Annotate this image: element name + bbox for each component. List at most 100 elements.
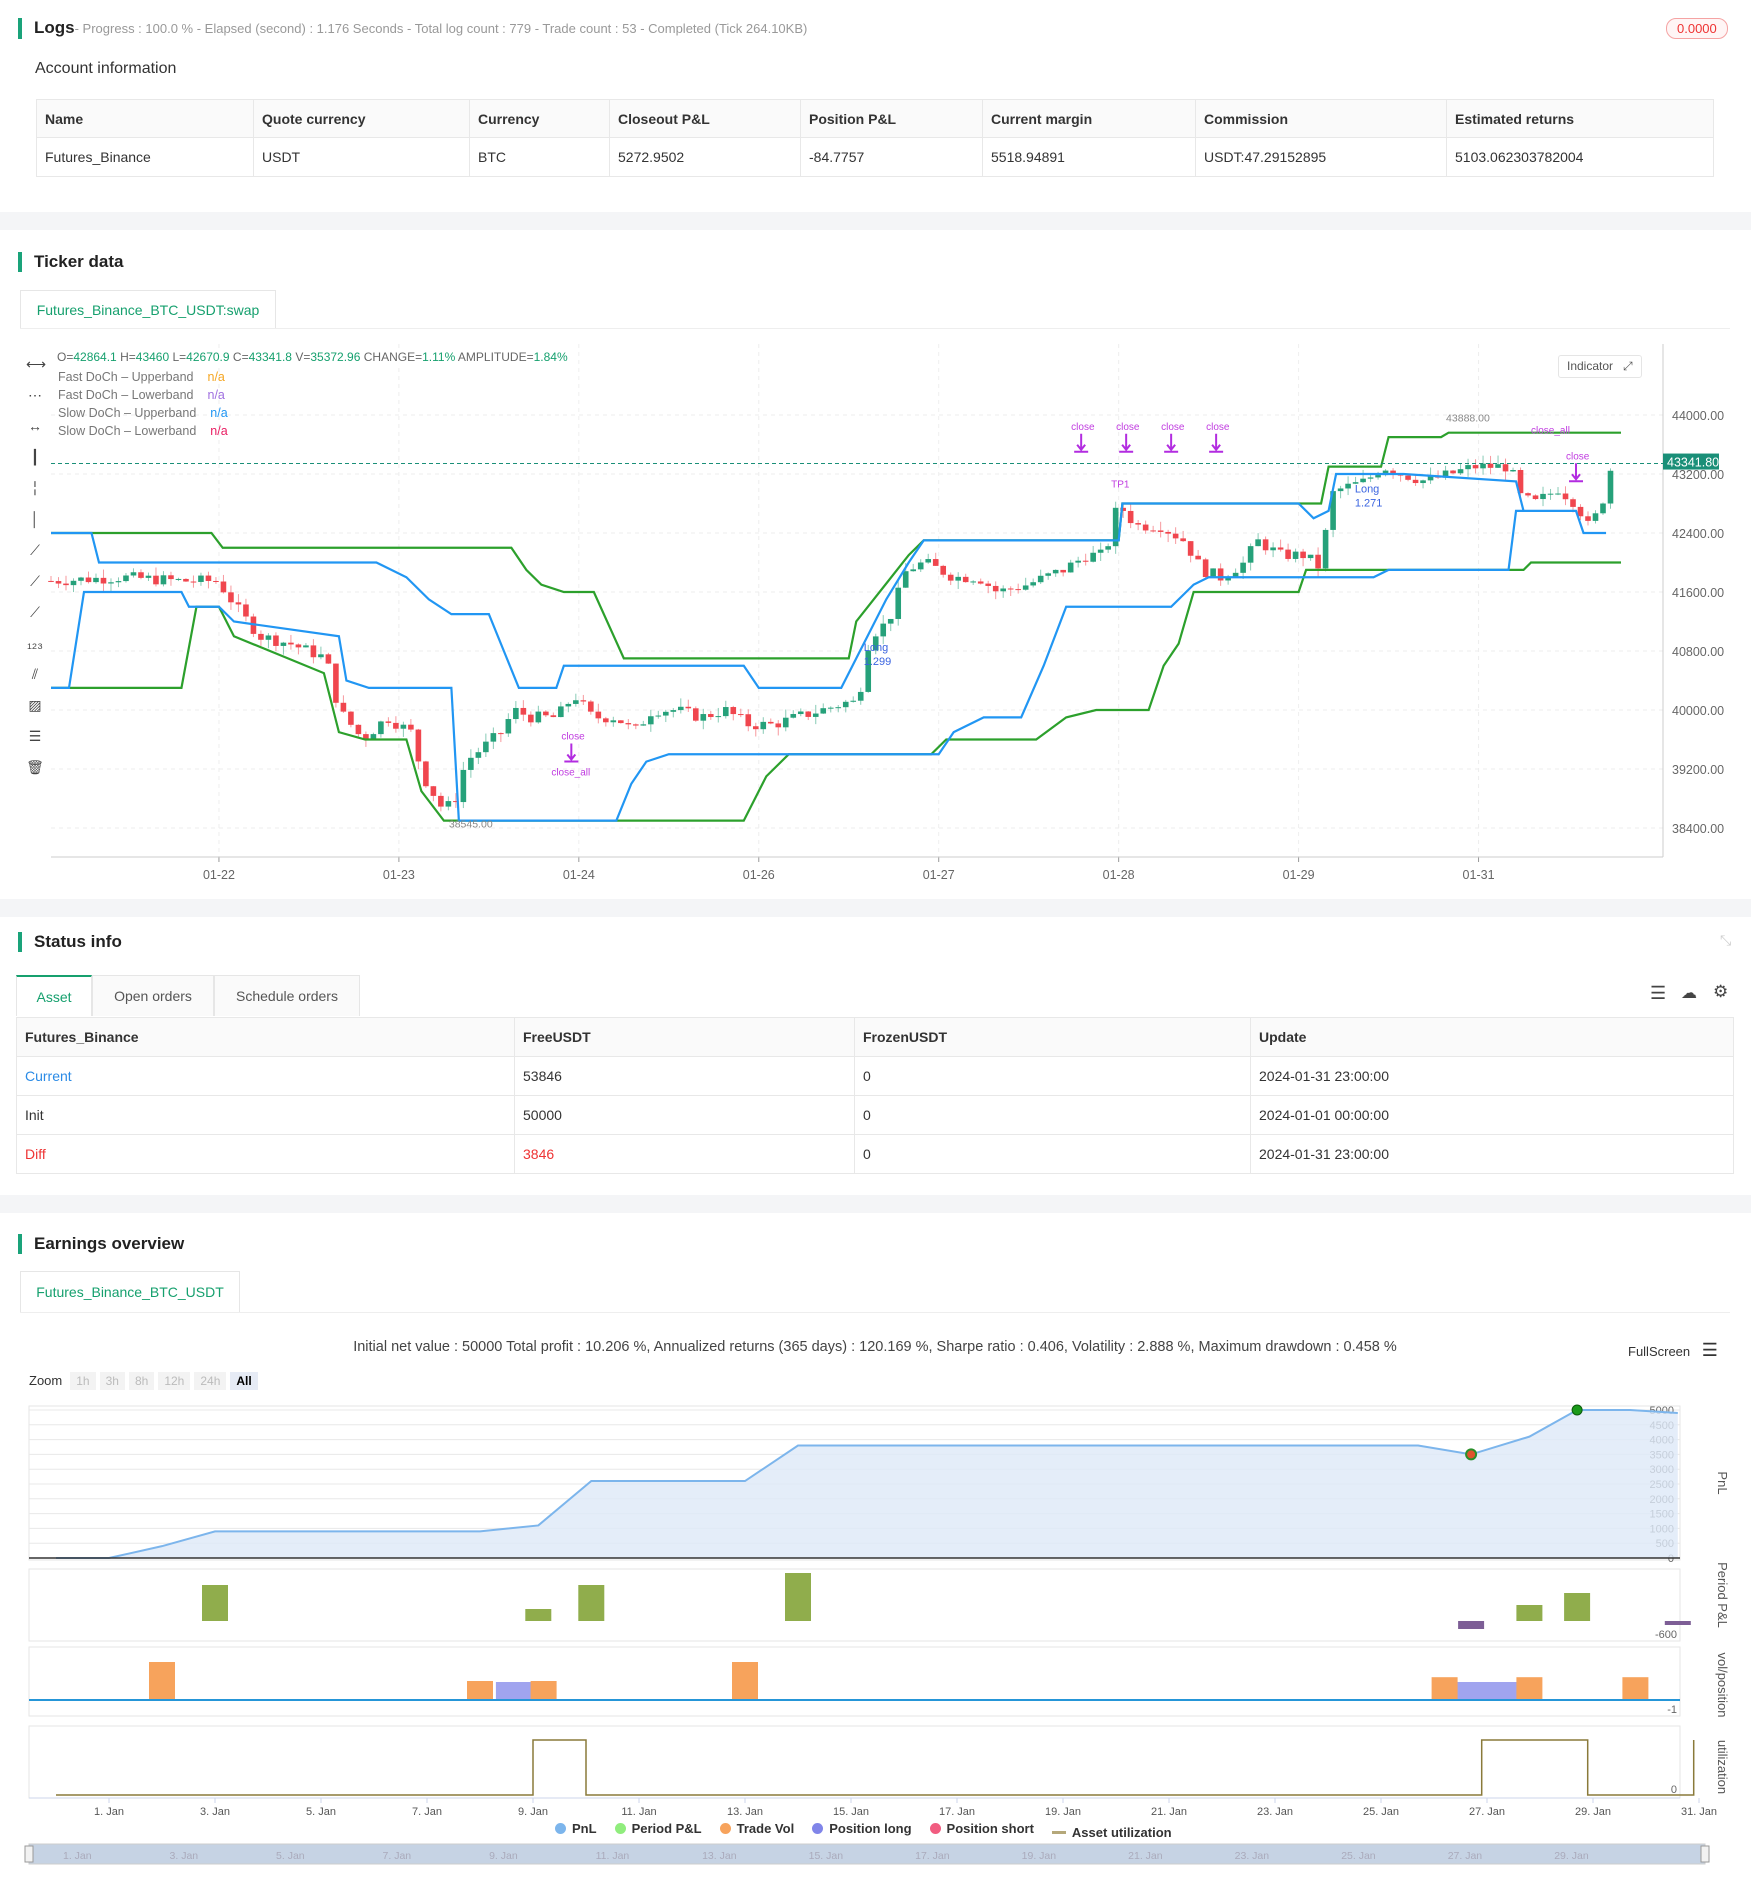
ray-line-icon[interactable]: ⟋ bbox=[30, 573, 40, 589]
candle-body bbox=[160, 575, 167, 585]
zoom-1h[interactable]: 1h bbox=[70, 1372, 96, 1390]
tab-strip-line bbox=[20, 1312, 1730, 1313]
legend-item[interactable]: Position short bbox=[929, 1821, 1034, 1836]
price-label-icon[interactable]: ₁₂₃ bbox=[27, 635, 43, 651]
candle-body bbox=[280, 642, 287, 646]
legend-item[interactable]: Asset utilization bbox=[1051, 1825, 1172, 1840]
legend-item[interactable]: PnL bbox=[555, 1821, 597, 1836]
trend-line-icon[interactable]: ⟋ bbox=[30, 542, 40, 558]
zoom-8h[interactable]: 8h bbox=[128, 1372, 155, 1390]
candle-body bbox=[1030, 582, 1036, 586]
navigator-label: 23. Jan bbox=[1235, 1850, 1270, 1862]
zoom-all[interactable]: All bbox=[230, 1372, 258, 1390]
fullscreen-button[interactable]: FullScreen ☰ bbox=[1628, 1340, 1718, 1361]
candle-body bbox=[970, 581, 977, 583]
candle-body bbox=[1450, 470, 1456, 474]
candle-body bbox=[880, 623, 887, 637]
horizontal-levels-icon[interactable]: ☰ bbox=[28, 728, 42, 744]
vertical-line-icon[interactable]: ┃ bbox=[30, 449, 40, 465]
navigator-handle-left[interactable] bbox=[24, 1845, 34, 1863]
candle-body bbox=[745, 714, 752, 727]
menu-icon[interactable]: ☰ bbox=[1701, 1340, 1718, 1360]
candle-body bbox=[1105, 546, 1111, 550]
row-label-current[interactable]: Current bbox=[16, 1056, 515, 1096]
candle-body bbox=[1090, 552, 1096, 562]
status-title: Status info bbox=[18, 932, 122, 952]
close-arrow-icon bbox=[1209, 433, 1224, 453]
tab-earnings-symbol[interactable]: Futures_Binance_BTC_USDT bbox=[20, 1271, 240, 1312]
cell: 3846 bbox=[514, 1134, 855, 1174]
period-pnl-bar bbox=[1458, 1621, 1485, 1629]
pane-frame bbox=[28, 1568, 1681, 1642]
fib-icon[interactable]: ▨ bbox=[28, 697, 42, 713]
legend-marker-icon bbox=[812, 1823, 824, 1834]
expand-icon[interactable]: ⤢ bbox=[1623, 359, 1633, 373]
divider bbox=[0, 899, 1751, 917]
candle-body bbox=[752, 726, 759, 730]
candle-body bbox=[1577, 506, 1584, 517]
candlestick-chart[interactable]: 44000.00 43200.00 42400.00 41600.00 40800.00… bbox=[0, 340, 1751, 885]
cloud-upload-icon[interactable]: ☁ bbox=[1681, 985, 1697, 1002]
parallel-channel-icon[interactable]: ⫽ bbox=[31, 666, 39, 682]
candle-body bbox=[1480, 463, 1486, 469]
low-marker: 38545.00 bbox=[449, 818, 493, 830]
legend-marker-icon bbox=[929, 1823, 941, 1834]
gear-icon[interactable]: ⚙ bbox=[1713, 982, 1729, 1001]
v-value: 35372.96 bbox=[310, 350, 361, 364]
horizontal-line-icon[interactable]: ⟷ bbox=[26, 356, 47, 372]
zoom-12h[interactable]: 12h bbox=[158, 1372, 191, 1390]
candle-body bbox=[288, 642, 294, 645]
vertical-segment-icon[interactable]: ╎ bbox=[30, 480, 40, 496]
tab-open-orders[interactable]: Open orders bbox=[92, 975, 214, 1016]
close-arrow-icon bbox=[1569, 463, 1584, 483]
candle-body bbox=[1045, 573, 1051, 576]
candle-body bbox=[168, 575, 174, 580]
extended-trend-icon[interactable]: ⟋ bbox=[30, 604, 40, 620]
horizontal-ray-icon[interactable]: ⋯ bbox=[28, 387, 42, 403]
indicator-button[interactable]: Indicator ⤢ bbox=[1558, 355, 1642, 378]
candle-body bbox=[618, 720, 624, 724]
candle-body bbox=[872, 636, 879, 651]
legend-item[interactable]: Trade Vol bbox=[719, 1821, 794, 1836]
h-value: 43460 bbox=[135, 350, 170, 364]
candle-body bbox=[1360, 478, 1366, 483]
list-icon[interactable]: ☰ bbox=[1650, 983, 1667, 1003]
extended-line-icon[interactable]: ↔ bbox=[28, 418, 42, 434]
pnl-area bbox=[56, 1410, 1678, 1558]
trash-icon[interactable]: 🗑 bbox=[26, 759, 44, 775]
legend-item[interactable]: Period P&L bbox=[614, 1821, 702, 1836]
cell: 5272.9502 bbox=[609, 137, 801, 177]
divider bbox=[0, 212, 1751, 230]
cell: 53846 bbox=[514, 1056, 855, 1096]
tab-ticker-symbol[interactable]: Futures_Binance_BTC_USDT:swap bbox=[20, 290, 276, 328]
period-pnl-bar bbox=[1516, 1605, 1543, 1621]
period-pnl-bar bbox=[202, 1585, 228, 1621]
cell: 2024-01-31 23:00:00 bbox=[1250, 1056, 1734, 1096]
trade-annotation-tp: TP1 bbox=[1111, 480, 1130, 491]
zoom-24h[interactable]: 24h bbox=[194, 1372, 227, 1390]
vertical-ray-icon[interactable]: │ bbox=[30, 511, 40, 527]
trade-annotation-qty: 1.299 bbox=[864, 656, 892, 668]
tab-schedule-orders[interactable]: Schedule orders bbox=[214, 975, 360, 1016]
tab-asset[interactable]: Asset bbox=[16, 975, 92, 1016]
candle-body bbox=[408, 724, 414, 730]
candle-body bbox=[1457, 469, 1464, 474]
legend-item[interactable]: Position long bbox=[812, 1821, 912, 1836]
navigator-handle-right[interactable] bbox=[1700, 1845, 1710, 1863]
candle-body bbox=[1322, 529, 1329, 569]
candle-body bbox=[992, 585, 999, 592]
legend-label: Slow DoCh – Lowerband bbox=[58, 424, 197, 438]
candle-body bbox=[220, 581, 227, 593]
x-tick-label: 3. Jan bbox=[200, 1806, 230, 1818]
table-row: Diff 3846 0 2024-01-31 23:00:00 bbox=[16, 1134, 1734, 1174]
candle-body bbox=[198, 575, 204, 582]
candle-body bbox=[835, 707, 842, 709]
earnings-legend: PnL Period P&L Trade Vol Position long Posit… bbox=[555, 1821, 1190, 1840]
candle-body bbox=[1382, 470, 1389, 476]
collapse-icon[interactable]: ⤡ bbox=[1720, 932, 1732, 948]
zoom-3h[interactable]: 3h bbox=[99, 1372, 125, 1390]
cell: USDT bbox=[253, 137, 470, 177]
candle-body bbox=[1067, 562, 1074, 573]
navigator-label: 29. Jan bbox=[1554, 1850, 1589, 1862]
